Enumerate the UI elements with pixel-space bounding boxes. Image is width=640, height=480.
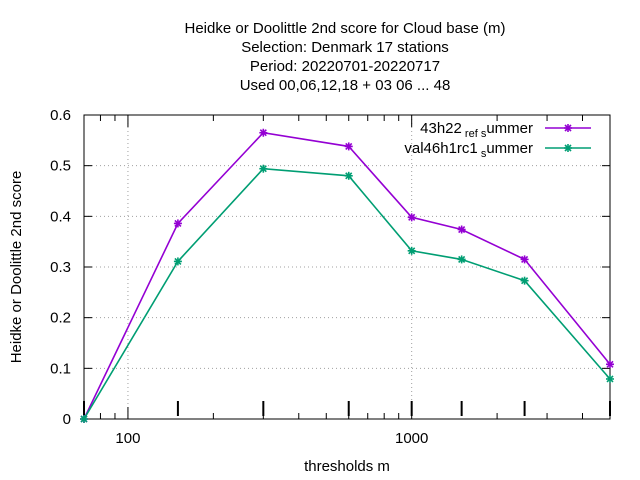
y-tick-label: 0.6 [50,107,71,124]
title-line: Selection: Denmark 17 stations [241,39,449,56]
y-tick-label: 0.2 [50,310,71,327]
data-point [520,255,529,264]
grid [84,115,610,419]
data-point [173,219,182,228]
data-point [173,257,182,266]
y-tick-label: 0.3 [50,259,71,276]
chart-title: Heidke or Doolittle 2nd score for Cloud … [185,20,506,94]
data-point [344,142,353,151]
data-point [259,128,268,137]
y-tick-label: 0.5 [50,158,71,175]
x-tick-label: 1000 [395,430,428,447]
data-point [457,225,466,234]
y-tick-label: 0.1 [50,360,71,377]
y-tick-label: 0.4 [50,208,71,225]
series-2 [80,164,614,423]
legend-label: 43h22 ref summer [420,120,533,140]
data-series [80,128,614,423]
data-point [80,415,88,423]
series-line [83,131,611,420]
y-axis-label: Heidke or Doolittle 2nd score [8,171,25,364]
data-point [606,360,614,369]
title-line: Heidke or Doolittle 2nd score for Cloud … [185,20,506,37]
x-axis-label: thresholds m [304,458,390,475]
data-point [520,276,529,285]
title-line: Used 00,06,12,18 + 03 06 ... 48 [240,77,451,94]
axis-ticks [83,114,611,420]
title-line: Period: 20220701-20220717 [250,58,440,75]
data-point [259,164,268,173]
series-1 [80,128,614,423]
x-tick-labels: 100 1000 [115,430,428,447]
y-tick-label: 0 [63,411,71,428]
data-point [407,246,416,255]
x-tick-label: 100 [115,430,140,447]
data-point [407,213,416,222]
series-line [83,167,611,420]
legend-entry: val46h1rc1 summer [404,140,591,160]
legend-label: val46h1rc1 summer [404,140,533,160]
y-tick-labels: 0 0.1 0.2 0.3 0.4 0.5 0.6 [50,107,71,428]
data-point [606,374,614,383]
data-point [344,171,353,180]
data-point [457,255,466,264]
legend-entry: 43h22 ref summer [420,120,591,140]
